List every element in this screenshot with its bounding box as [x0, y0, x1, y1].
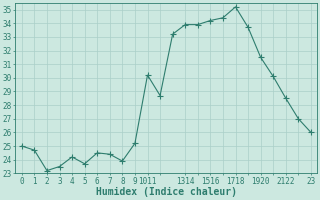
X-axis label: Humidex (Indice chaleur): Humidex (Indice chaleur): [96, 187, 237, 197]
